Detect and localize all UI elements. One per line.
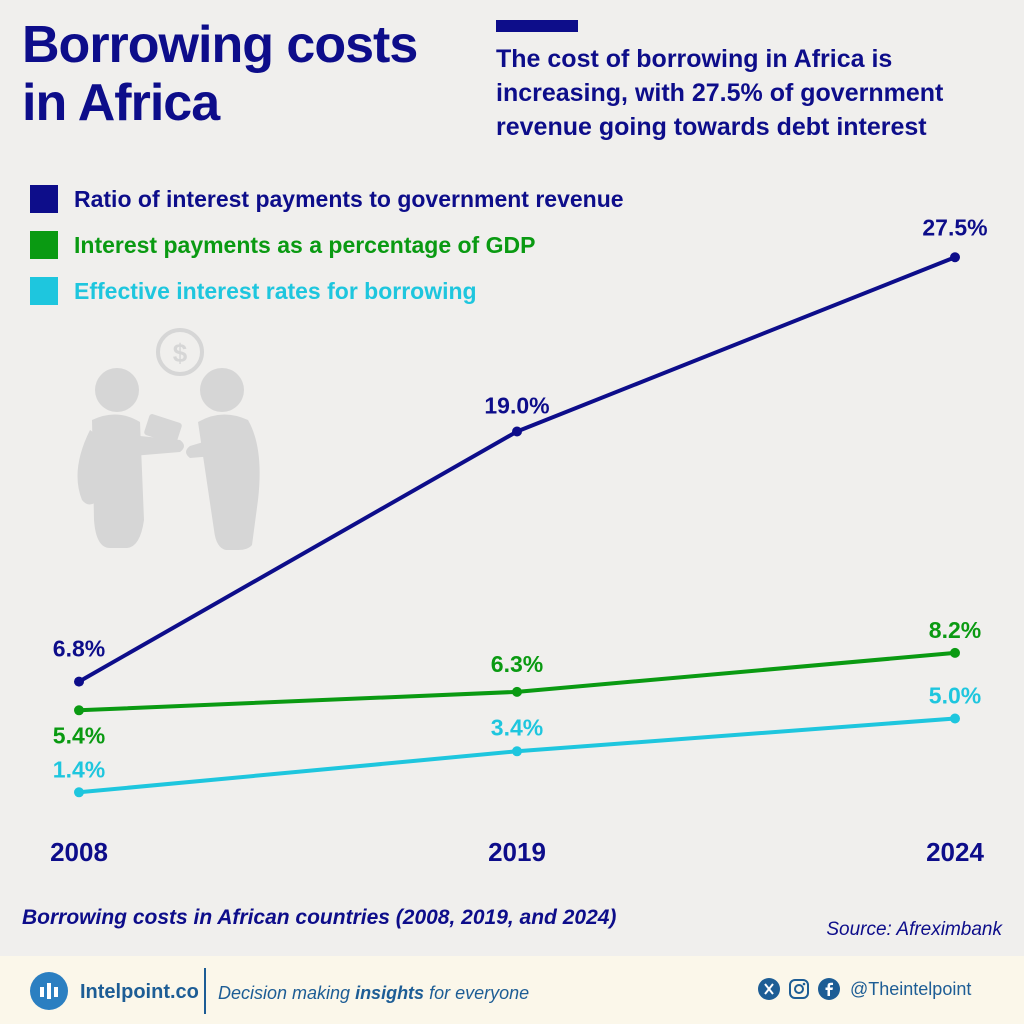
page-title: Borrowing costs in Africa (22, 16, 418, 132)
tagline-post: for everyone (424, 983, 530, 1003)
social-handle[interactable]: @Theintelpoint (850, 978, 972, 999)
tagline: Decision making insights for everyone (218, 983, 529, 1004)
data-point-0-2 (950, 252, 960, 263)
legend-swatch-rates (30, 277, 58, 305)
chart-legend: Ratio of interest payments to government… (30, 176, 624, 314)
data-label-0-1: 19.0% (484, 393, 549, 419)
data-point-1-0 (74, 705, 84, 716)
x-tick-label-0: 2008 (50, 837, 108, 867)
person-left-arm (77, 430, 104, 505)
chart-caption: Borrowing costs in African countries (20… (22, 906, 617, 929)
data-label-2-2: 5.0% (929, 683, 981, 709)
banknote-icon (144, 414, 182, 444)
footer-bar: Intelpoint.co Decision making insights f… (0, 956, 1024, 1024)
legend-label-gdp: Interest payments as a percentage of GDP (74, 231, 536, 258)
people-exchange-illustration: $ (77, 328, 260, 550)
data-point-1-2 (950, 647, 960, 658)
x-tick-label-2: 2024 (926, 837, 984, 867)
data-point-0-0 (74, 676, 84, 687)
data-label-1-1: 6.3% (491, 651, 543, 677)
person-right-head (200, 368, 244, 412)
data-label-2-0: 1.4% (53, 756, 105, 782)
data-point-2-2 (950, 713, 960, 724)
legend-item-ratio: Ratio of interest payments to government… (30, 176, 624, 222)
legend-swatch-gdp (30, 231, 58, 259)
speech-bubble-icon (156, 328, 204, 376)
source-credit: Source: Afreximbank (826, 919, 1002, 940)
data-point-1-1 (512, 686, 522, 697)
data-point-2-0 (74, 787, 84, 798)
page-subtitle: The cost of borrowing in Africa is incre… (496, 45, 944, 141)
legend-item-rates: Effective interest rates for borrowing (30, 268, 624, 314)
data-label-1-0: 5.4% (53, 722, 105, 748)
data-label-2-1: 3.4% (491, 714, 543, 740)
tagline-emphasis: insights (355, 983, 425, 1003)
data-label-1-2: 8.2% (929, 617, 981, 643)
legend-label-rates: Effective interest rates for borrowing (74, 277, 477, 304)
legend-swatch-ratio (30, 185, 58, 213)
legend-item-gdp: Interest payments as a percentage of GDP (30, 222, 624, 268)
dollar-sign-icon: $ (173, 338, 188, 368)
data-label-0-2: 27.5% (922, 214, 987, 240)
person-left-head (95, 368, 139, 412)
data-point-0-1 (512, 426, 522, 437)
person-right-reach (186, 440, 214, 458)
facebook-icon[interactable] (818, 978, 840, 1000)
social-links: @Theintelpoint (758, 978, 971, 1000)
line-chart: $ 6.8% 19.0% 27.5% 5.4% 6.3% 8.2% 1.4% 3.4% 5.0%… (50, 214, 988, 867)
plot-area: 6.8% 19.0% 27.5% 5.4% 6.3% 8.2% 1.4% 3.4% 5.0% 20… (50, 214, 988, 867)
legend-label-ratio: Ratio of interest payments to government… (74, 185, 624, 212)
person-right-body (198, 414, 260, 550)
person-left-body (92, 414, 144, 548)
brand-logo-icon[interactable] (30, 972, 68, 1010)
brand-name[interactable]: Intelpoint.co (80, 981, 199, 1003)
accent-bar (496, 20, 578, 32)
data-label-0-0: 6.8% (53, 636, 105, 662)
footer-divider (204, 968, 206, 1014)
data-point-2-1 (512, 746, 522, 757)
x-tick-label-1: 2019 (488, 837, 546, 867)
x-icon[interactable] (758, 978, 780, 1000)
instagram-icon[interactable] (788, 978, 810, 1000)
tagline-pre: Decision making (218, 983, 356, 1003)
